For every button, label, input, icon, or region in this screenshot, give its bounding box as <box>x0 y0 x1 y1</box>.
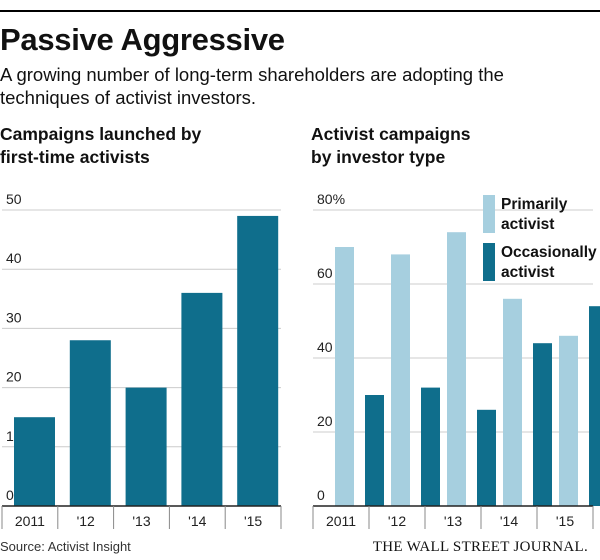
right-chart-title-line-1: Activist campaigns <box>311 124 471 144</box>
right-bar-occasionally <box>477 409 496 506</box>
right-y-tick-label: 40 <box>317 339 333 355</box>
right-y-tick-label: 0 <box>317 487 325 503</box>
legend-label-primarily: Primarily <box>501 196 568 213</box>
right-bar-primarily <box>335 247 354 506</box>
left-x-tick-label: '13 <box>132 513 150 529</box>
source-note: Source: Activist Insight <box>0 539 131 554</box>
left-y-tick-label: 50 <box>6 191 22 207</box>
right-chart-title-line-2: by investor type <box>311 147 446 167</box>
right-bar-occasionally <box>589 306 600 506</box>
right-bar-occasionally <box>533 343 552 506</box>
headline: Passive Aggressive <box>0 22 285 57</box>
publisher-logo: THE WALL STREET JOURNAL. <box>372 539 588 555</box>
right-chart-title: Activist campaigns by investor type <box>311 123 471 169</box>
right-bar-primarily <box>391 254 410 506</box>
right-bar-primarily <box>447 232 466 506</box>
top-rule <box>0 10 600 12</box>
right-x-tick-label: '15 <box>556 513 574 529</box>
left-x-tick-label: '15 <box>244 513 262 529</box>
left-x-tick-label: '14 <box>188 513 206 529</box>
right-x-tick-label: '14 <box>500 513 518 529</box>
right-bar-primarily <box>503 298 522 506</box>
right-x-tick-label: '12 <box>388 513 406 529</box>
left-y-tick-label: 40 <box>6 250 22 266</box>
legend-label-occasionally: activist <box>501 264 554 281</box>
left-y-tick-label: 20 <box>6 369 22 385</box>
legend-label-primarily: activist <box>501 216 554 233</box>
legend-label-occasionally: Occasionally <box>501 244 597 261</box>
left-y-tick-label: 30 <box>6 309 22 325</box>
left-chart-title-line-2: first-time activists <box>0 147 150 167</box>
left-bar <box>181 292 223 506</box>
left-x-tick-label: 2011 <box>15 513 45 529</box>
right-bar-occasionally <box>421 387 440 506</box>
right-y-tick-label: 20 <box>317 413 333 429</box>
right-x-tick-label: '13 <box>444 513 462 529</box>
legend-swatch-primarily <box>483 195 495 233</box>
subheadline: A growing number of long-term shareholde… <box>0 64 504 108</box>
left-bar <box>125 387 167 506</box>
right-x-tick-label: 2011 <box>326 513 356 529</box>
left-bar <box>237 215 279 507</box>
left-chart-title-line-1: Campaigns launched by <box>0 124 202 144</box>
right-y-tick-label: 60 <box>317 265 333 281</box>
left-chart-title: Campaigns launched by first-time activis… <box>0 123 201 169</box>
left-x-tick-label: '12 <box>77 513 95 529</box>
right-bar-primarily <box>559 335 578 506</box>
right-y-tick-label: 80% <box>317 191 345 207</box>
left-bar <box>69 340 111 506</box>
left-bar <box>14 417 55 506</box>
right-bar-occasionally <box>365 395 384 506</box>
legend-swatch-occasionally <box>483 243 495 281</box>
left-y-tick-label: 0 <box>6 487 14 503</box>
